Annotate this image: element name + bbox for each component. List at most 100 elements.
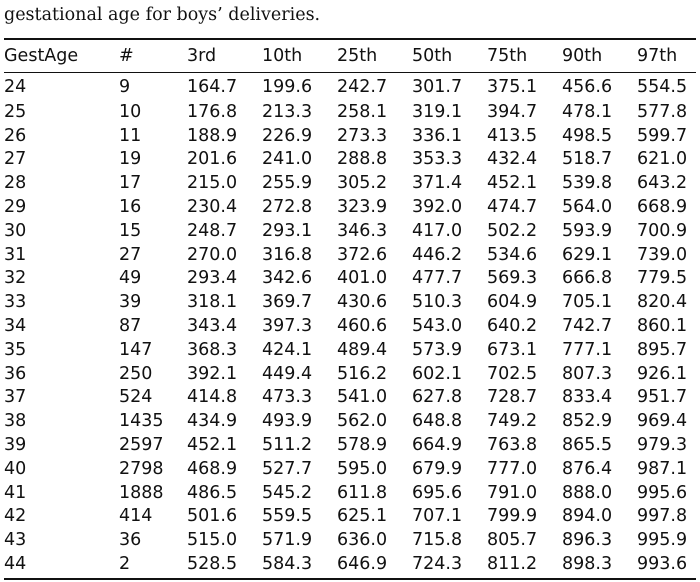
table-cell: 894.0	[562, 506, 613, 527]
table-cell: 501.6	[187, 506, 238, 527]
table-cell: 31	[4, 244, 27, 265]
table-cell: 852.9	[562, 411, 613, 432]
table-cell: 777.0	[487, 458, 538, 479]
table-cell: 541.0	[337, 387, 388, 408]
table-cell: 434.9	[187, 411, 238, 432]
table-cell: 39	[119, 292, 142, 313]
table-cell: 392.1	[187, 363, 238, 384]
table-cell: 29	[4, 197, 27, 218]
table-cell: 646.9	[337, 554, 388, 575]
table-cell: 24	[4, 77, 27, 97]
table-cell: 11	[119, 125, 142, 146]
table-cell: 666.8	[562, 268, 613, 289]
table-row: 26 11 188.9 226.9 273.3 336.1 413.5 498.5 599.7	[4, 124, 700, 148]
table-cell: 477.7	[412, 268, 463, 289]
table-cell: 293.4	[187, 268, 238, 289]
table-cell: 668.9	[637, 197, 688, 218]
table-cell: 997.8	[637, 506, 688, 527]
table-cell: 724.3	[412, 554, 463, 575]
table-cell: 242.7	[337, 77, 388, 97]
table-cell: 199.6	[262, 77, 313, 97]
table-cell: 2798	[119, 458, 164, 479]
table-cell: 673.1	[487, 339, 538, 360]
table-cell: 860.1	[637, 316, 688, 337]
table-cell: 44	[4, 554, 27, 575]
table-cell: 452.1	[187, 435, 238, 456]
table-cell: 995.9	[637, 530, 688, 551]
table-cell: 87	[119, 316, 142, 337]
table-cell: 979.3	[637, 435, 688, 456]
table-cell: 255.9	[262, 173, 313, 194]
table-cell: 392.0	[412, 197, 463, 218]
table-cell: 742.7	[562, 316, 613, 337]
table-cell: 30	[4, 220, 27, 241]
table-cell: 369.7	[262, 292, 313, 313]
table-cell: 301.7	[412, 77, 463, 97]
table-cell: 452.1	[487, 173, 538, 194]
table-cell: 569.3	[487, 268, 538, 289]
column-header-p90: 90th	[562, 46, 603, 66]
table-cell: 19	[119, 149, 142, 170]
table-cell: 401.0	[337, 268, 388, 289]
table-cell: 343.4	[187, 316, 238, 337]
table-cell: 323.9	[337, 197, 388, 218]
table-row: 38 1435 434.9 493.9 562.0 648.8 749.2 852.9 969.…	[4, 409, 700, 433]
table-header-row: GestAge # 3rd 10th 25th 50th 75th 90th 9…	[4, 40, 700, 72]
column-header-p75: 75th	[487, 46, 528, 66]
table-cell: 562.0	[337, 411, 388, 432]
table-caption: gestational age for boys’ deliveries.	[4, 5, 321, 25]
table-cell: 926.1	[637, 363, 688, 384]
table-cell: 715.8	[412, 530, 463, 551]
table-cell: 611.8	[337, 482, 388, 503]
table-cell: 27	[4, 149, 27, 170]
table-cell: 33	[4, 292, 27, 313]
table-row: 42 414 501.6 559.5 625.1 707.1 799.9 894.0 997.8	[4, 505, 700, 529]
table-cell: 534.6	[487, 244, 538, 265]
table-cell: 305.2	[337, 173, 388, 194]
table-row: 31 27 270.0 316.8 372.6 446.2 534.6 629.1 739.0	[4, 243, 700, 267]
table-cell: 898.3	[562, 554, 613, 575]
table-cell: 201.6	[187, 149, 238, 170]
table-cell: 739.0	[637, 244, 688, 265]
table-cell: 27	[119, 244, 142, 265]
table-cell: 527.7	[262, 458, 313, 479]
table-cell: 42	[4, 506, 27, 527]
table-cell: 602.1	[412, 363, 463, 384]
table-cell: 147	[119, 339, 153, 360]
table-cell: 336.1	[412, 125, 463, 146]
table-cell: 995.6	[637, 482, 688, 503]
table-cell: 559.5	[262, 506, 313, 527]
table-cell: 643.2	[637, 173, 688, 194]
table-cell: 777.1	[562, 339, 613, 360]
table-cell: 474.7	[487, 197, 538, 218]
table-cell: 250	[119, 363, 153, 384]
table-cell: 430.6	[337, 292, 388, 313]
table-cell: 368.3	[187, 339, 238, 360]
table-cell: 749.2	[487, 411, 538, 432]
table-row: 27 19 201.6 241.0 288.8 353.3 432.4 518.7 621.0	[4, 148, 700, 172]
table-row: 24 9 164.7 199.6 242.7 301.7 375.1 456.6 554.5	[4, 72, 700, 100]
table-cell: 969.4	[637, 411, 688, 432]
table-cell: 10	[119, 101, 142, 122]
table-cell: 571.9	[262, 530, 313, 551]
table-cell: 820.4	[637, 292, 688, 313]
table-cell: 424.1	[262, 339, 313, 360]
table-cell: 288.8	[337, 149, 388, 170]
table-row: 25 10 176.8 213.3 258.1 319.1 394.7 478.1 577.8	[4, 100, 700, 124]
table-cell: 215.0	[187, 173, 238, 194]
table-cell: 539.8	[562, 173, 613, 194]
table-cell: 1888	[119, 482, 164, 503]
column-header-p97: 97th	[637, 46, 678, 66]
table-cell: 316.8	[262, 244, 313, 265]
table-cell: 25	[4, 101, 27, 122]
table-cell: 176.8	[187, 101, 238, 122]
table-cell: 524	[119, 387, 153, 408]
table-cell: 876.4	[562, 458, 613, 479]
table-cell: 888.0	[562, 482, 613, 503]
table-cell: 702.5	[487, 363, 538, 384]
table-cell: 17	[119, 173, 142, 194]
table-cell: 248.7	[187, 220, 238, 241]
table-cell: 648.8	[412, 411, 463, 432]
table-cell: 16	[119, 197, 142, 218]
table-cell: 353.3	[412, 149, 463, 170]
